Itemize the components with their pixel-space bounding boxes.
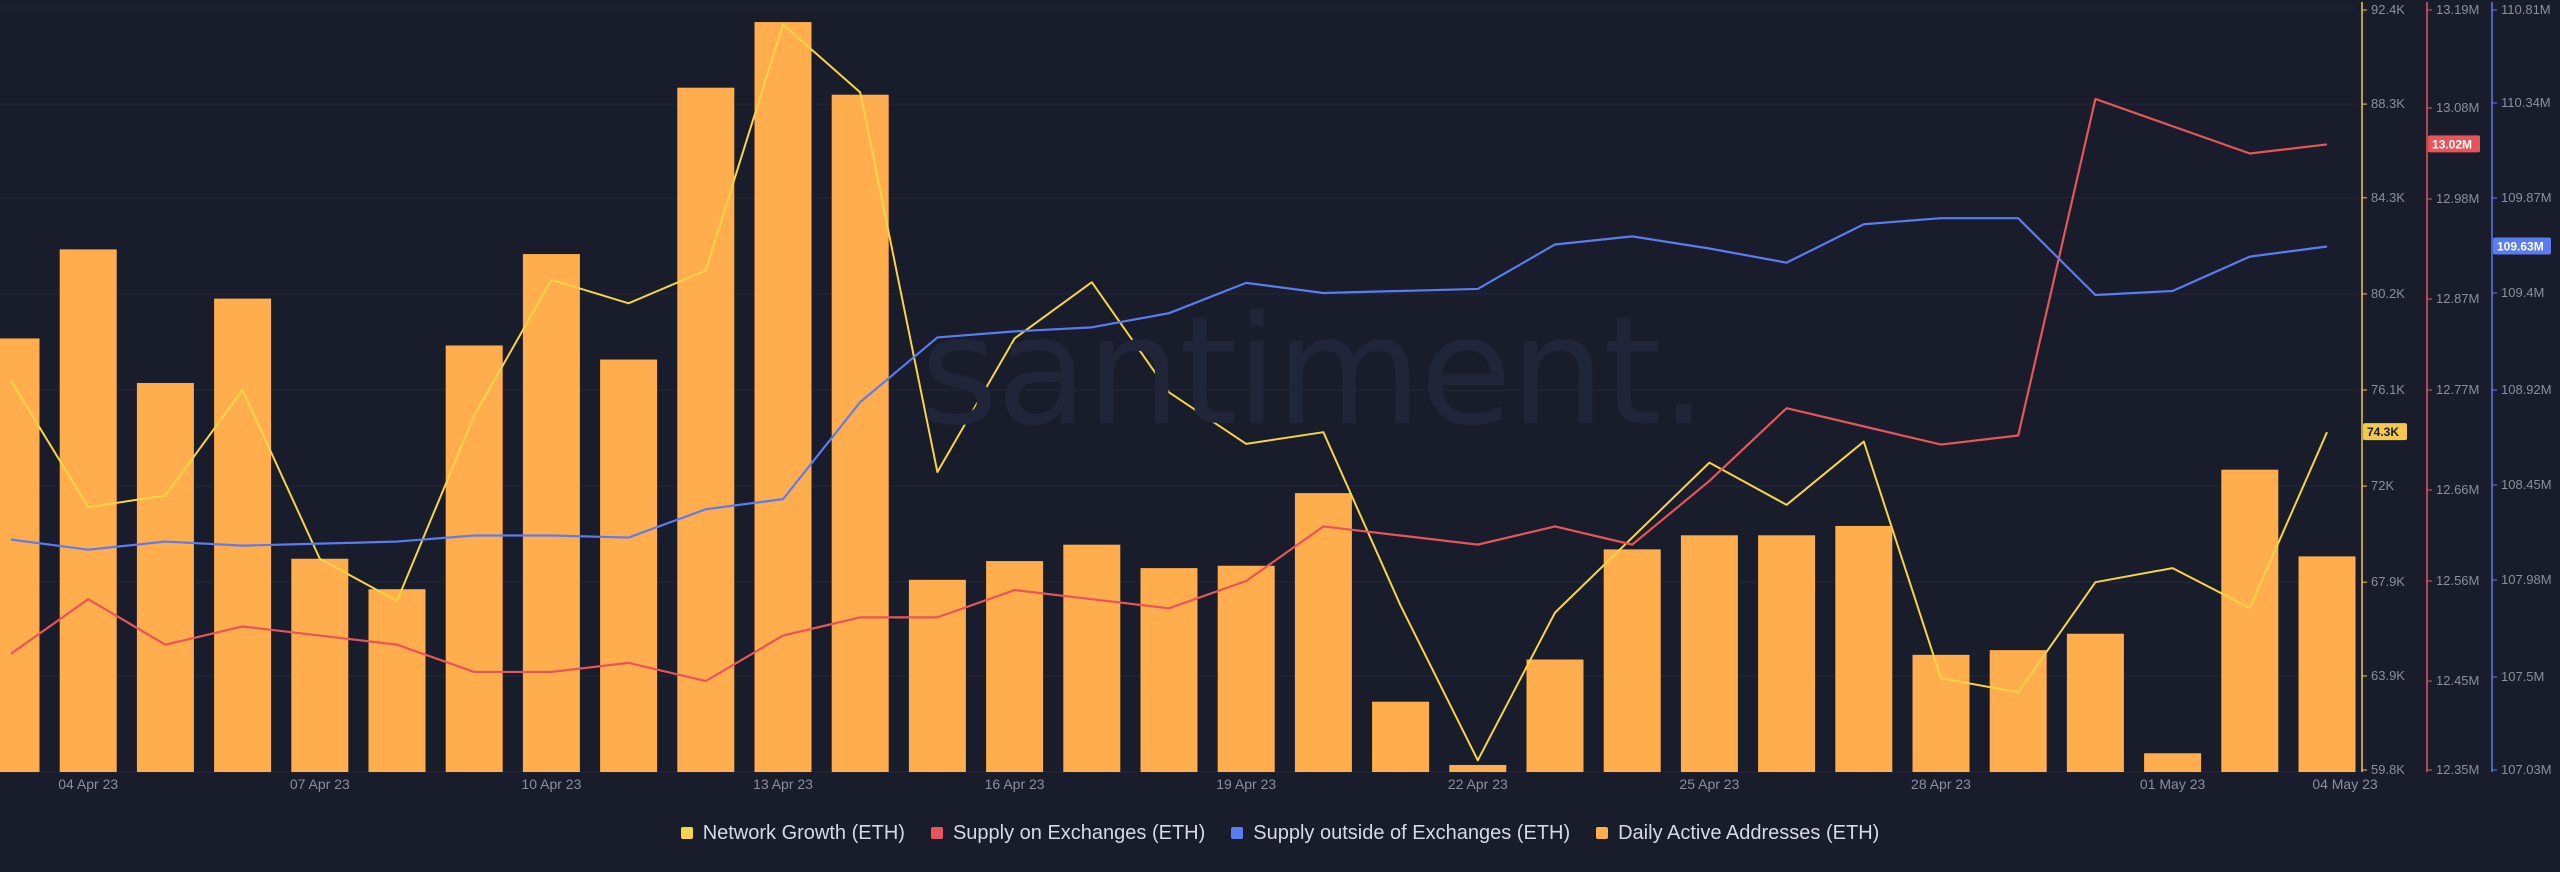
x-axis-tick-7: 25 Apr 23 — [1679, 776, 1739, 792]
y-axis-1-tick-0: 13.19M — [2436, 2, 2479, 17]
x-axis-tick-5: 19 Apr 23 — [1216, 776, 1276, 792]
y-axis-0-tick-2: 84.3K — [2371, 190, 2405, 205]
daily-active-addresses-eth-bar-25 — [1913, 655, 1970, 772]
y-axis-1-tick-2: 12.98M — [2436, 191, 2479, 206]
daily-active-addresses-eth-bar-12 — [909, 580, 966, 772]
legend-item-network-growth[interactable]: Network Growth (ETH) — [681, 822, 905, 845]
daily-active-addresses-eth-bar-8 — [600, 360, 657, 772]
daily-active-addresses-eth-bar-24 — [1835, 526, 1892, 772]
legend-item-daily-active-addresses[interactable]: Daily Active Addresses (ETH) — [1596, 822, 1879, 845]
daily-active-addresses-eth-bar-0 — [0, 338, 40, 772]
daily-active-addresses-eth-bar-6 — [446, 345, 503, 772]
x-axis-tick-6: 22 Apr 23 — [1448, 776, 1508, 792]
y-axis-0-tick-7: 63.9K — [2371, 668, 2405, 683]
y-axis-2-value-badge-text: 109.63M — [2497, 239, 2544, 253]
daily-active-addresses-eth-bar-2 — [137, 383, 194, 772]
x-axis-tick-2: 10 Apr 23 — [521, 776, 581, 792]
legend-label-daily-active-addresses: Daily Active Addresses (ETH) — [1618, 822, 1879, 845]
y-axis-2-tick-3: 109.4M — [2501, 285, 2544, 300]
y-axis-2-tick-1: 110.34M — [2501, 95, 2551, 110]
legend-swatch-supply-on-exchanges — [931, 827, 943, 839]
daily-active-addresses-eth-bar-20 — [1527, 660, 1584, 772]
y-axis-0-tick-8: 59.8K — [2371, 762, 2405, 777]
daily-active-addresses-eth-bar-28 — [2144, 753, 2201, 772]
y-axis-2-tick-5: 108.45M — [2501, 477, 2552, 492]
y-axis-2-tick-8: 107.03M — [2501, 762, 2552, 777]
y-axis-0-tick-5: 72K — [2371, 478, 2394, 493]
x-axis-tick-4: 16 Apr 23 — [985, 776, 1045, 792]
legend-swatch-daily-active-addresses — [1596, 827, 1608, 839]
daily-active-addresses-eth-bar-18 — [1372, 702, 1429, 772]
y-axis-2-tick-2: 109.87M — [2501, 190, 2552, 205]
y-axis-1-tick-3: 12.87M — [2436, 291, 2479, 306]
daily-active-addresses-eth-bar-17 — [1295, 493, 1352, 772]
x-axis-tick-0: 04 Apr 23 — [58, 776, 118, 792]
daily-active-addresses-eth-bar-27 — [2067, 634, 2124, 772]
x-axis-tick-8: 28 Apr 23 — [1911, 776, 1971, 792]
daily-active-addresses-eth-bar-29 — [2221, 470, 2278, 772]
daily-active-addresses-eth-bar-11 — [832, 95, 889, 772]
daily-active-addresses-eth-bar-4 — [291, 559, 348, 772]
y-axis-0-tick-3: 80.2K — [2371, 286, 2405, 301]
daily-active-addresses-eth-bar-22 — [1681, 535, 1738, 772]
y-axis-0-tick-4: 76.1K — [2371, 382, 2405, 397]
daily-active-addresses-eth-bar-10 — [755, 22, 812, 772]
y-axis-2-tick-4: 108.92M — [2501, 382, 2552, 397]
daily-active-addresses-eth-bar-16 — [1218, 566, 1275, 772]
y-axis-1-tick-7: 12.45M — [2436, 673, 2479, 688]
daily-active-addresses-eth-bar-5 — [369, 589, 426, 772]
y-axis-0-tick-1: 88.3K — [2371, 96, 2405, 111]
daily-active-addresses-eth-bar-26 — [1990, 650, 2047, 772]
daily-active-addresses-eth-bar-23 — [1758, 535, 1815, 772]
y-axis-1-tick-4: 12.77M — [2436, 382, 2479, 397]
y-axis-2-tick-6: 107.98M — [2501, 572, 2552, 587]
daily-active-addresses-eth-bar-1 — [60, 249, 117, 772]
daily-active-addresses-eth-bar-30 — [2299, 556, 2356, 772]
daily-active-addresses-eth-bar-3 — [214, 299, 271, 772]
legend-label-supply-outside-exchanges: Supply outside of Exchanges (ETH) — [1253, 822, 1570, 845]
legend: Network Growth (ETH) Supply on Exchanges… — [0, 820, 2560, 846]
daily-active-addresses-eth-bar-14 — [1063, 545, 1120, 772]
y-axis-1-tick-1: 13.08M — [2436, 100, 2479, 115]
daily-active-addresses-eth-bar-19 — [1449, 765, 1506, 772]
x-axis-tick-9: 01 May 23 — [2140, 776, 2206, 792]
y-axis-1-tick-8: 12.35M — [2436, 762, 2479, 777]
y-axis-1-tick-6: 12.56M — [2436, 573, 2479, 588]
y-axis-1-tick-5: 12.66M — [2436, 482, 2479, 497]
y-axis-2-tick-7: 107.5M — [2501, 669, 2544, 684]
y-axis-1-value-badge-text: 13.02M — [2432, 137, 2472, 151]
x-axis-tick-3: 13 Apr 23 — [753, 776, 813, 792]
legend-item-supply-outside-exchanges[interactable]: Supply outside of Exchanges (ETH) — [1231, 822, 1570, 845]
daily-active-addresses-eth-bar-7 — [523, 254, 580, 772]
x-axis-tick-1: 07 Apr 23 — [290, 776, 350, 792]
legend-label-network-growth: Network Growth (ETH) — [703, 822, 905, 845]
legend-swatch-supply-outside-exchanges — [1231, 827, 1243, 839]
x-axis-tick-10: 04 May 23 — [2312, 776, 2378, 792]
daily-active-addresses-eth-bar-15 — [1141, 568, 1198, 772]
y-axis-0-tick-0: 92.4K — [2371, 2, 2405, 17]
y-axis-0-value-badge-text: 74.3K — [2367, 425, 2399, 439]
daily-active-addresses-eth-bar-21 — [1604, 549, 1661, 772]
legend-label-supply-on-exchanges: Supply on Exchanges (ETH) — [953, 822, 1205, 845]
y-axis-2-tick-0: 110.81M — [2501, 2, 2551, 17]
legend-swatch-network-growth — [681, 827, 693, 839]
legend-item-supply-on-exchanges[interactable]: Supply on Exchanges (ETH) — [931, 822, 1205, 845]
y-axis-0-tick-6: 67.9K — [2371, 574, 2405, 589]
supply-outside-of-exchanges-eth-line — [11, 218, 2327, 549]
